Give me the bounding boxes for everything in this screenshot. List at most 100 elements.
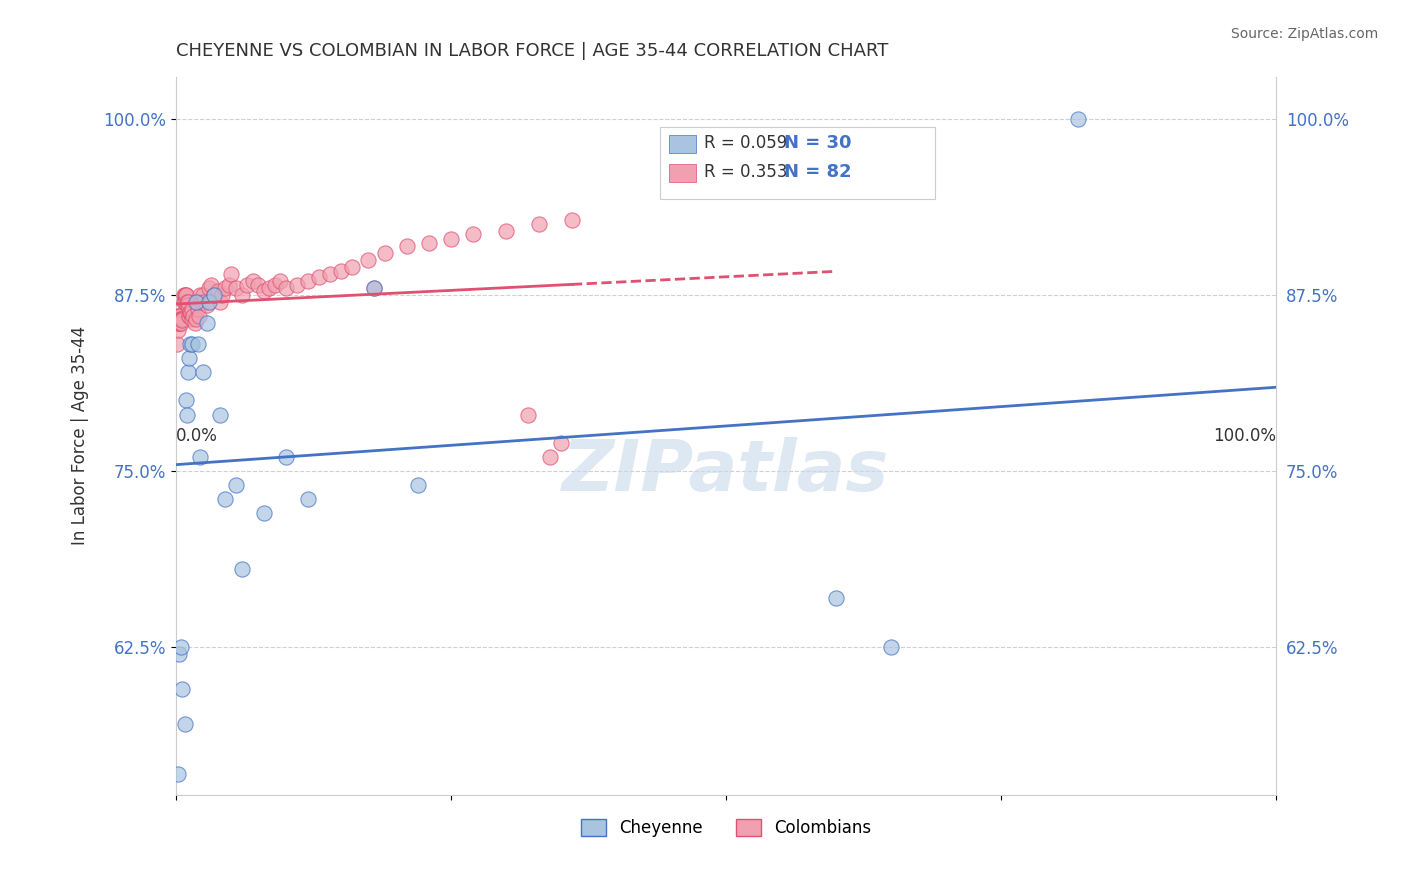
Point bbox=[264, 277, 287, 292]
Text: ZIPatlas: ZIPatlas bbox=[562, 437, 890, 506]
Point bbox=[167, 316, 190, 330]
Point bbox=[211, 288, 233, 302]
Point bbox=[208, 408, 231, 422]
Point bbox=[190, 294, 212, 309]
Point bbox=[274, 450, 297, 464]
Point bbox=[188, 309, 211, 323]
Text: Source: ZipAtlas.com: Source: ZipAtlas.com bbox=[1230, 27, 1378, 41]
Legend: Cheyenne, Colombians: Cheyenne, Colombians bbox=[574, 813, 877, 844]
Text: N = 82: N = 82 bbox=[785, 163, 852, 181]
Point bbox=[177, 309, 200, 323]
Point bbox=[169, 311, 191, 326]
Point bbox=[179, 306, 201, 320]
Text: R = 0.059: R = 0.059 bbox=[704, 135, 787, 153]
Point bbox=[329, 264, 352, 278]
Point bbox=[170, 313, 193, 327]
Point bbox=[259, 281, 281, 295]
Point bbox=[184, 294, 207, 309]
Point bbox=[297, 491, 319, 506]
Point bbox=[418, 235, 440, 250]
Point bbox=[173, 294, 195, 309]
Point bbox=[214, 281, 236, 295]
Point bbox=[527, 218, 550, 232]
Point bbox=[188, 450, 211, 464]
Point bbox=[219, 267, 242, 281]
Point bbox=[195, 298, 218, 312]
Point bbox=[195, 316, 218, 330]
Point bbox=[825, 591, 848, 605]
Text: CHEYENNE VS COLOMBIAN IN LABOR FORCE | AGE 35-44 CORRELATION CHART: CHEYENNE VS COLOMBIAN IN LABOR FORCE | A… bbox=[176, 42, 889, 60]
Point bbox=[167, 316, 190, 330]
Text: R = 0.353: R = 0.353 bbox=[704, 163, 787, 181]
Point bbox=[181, 311, 204, 326]
Point bbox=[167, 309, 190, 323]
Point bbox=[208, 294, 231, 309]
Point bbox=[167, 316, 190, 330]
Point bbox=[188, 288, 211, 302]
Point bbox=[170, 311, 193, 326]
Point bbox=[561, 213, 583, 227]
Bar bbox=[669, 164, 696, 182]
Point bbox=[198, 281, 221, 295]
Point bbox=[170, 640, 193, 654]
Point bbox=[173, 288, 195, 302]
Point bbox=[253, 506, 276, 520]
Point bbox=[169, 316, 191, 330]
Point bbox=[214, 491, 236, 506]
Point bbox=[274, 281, 297, 295]
Point bbox=[177, 298, 200, 312]
Point bbox=[169, 309, 191, 323]
Point bbox=[516, 408, 538, 422]
Point bbox=[167, 647, 190, 661]
Point bbox=[202, 288, 225, 302]
Point bbox=[187, 301, 209, 316]
Point bbox=[176, 298, 198, 312]
Point bbox=[297, 274, 319, 288]
Point bbox=[207, 284, 229, 298]
Point bbox=[193, 288, 215, 302]
Point bbox=[231, 288, 253, 302]
Point bbox=[319, 267, 342, 281]
FancyBboxPatch shape bbox=[659, 127, 935, 199]
Point bbox=[181, 301, 204, 316]
Point bbox=[357, 252, 380, 267]
Point bbox=[183, 316, 205, 330]
Point bbox=[166, 316, 188, 330]
Point bbox=[495, 225, 517, 239]
Point bbox=[172, 682, 194, 697]
Point bbox=[461, 227, 484, 242]
Point bbox=[184, 311, 207, 326]
Point bbox=[247, 277, 270, 292]
Point bbox=[269, 274, 291, 288]
Point bbox=[177, 294, 200, 309]
Point bbox=[186, 294, 208, 309]
Point bbox=[177, 309, 200, 323]
Point bbox=[174, 288, 197, 302]
Point bbox=[167, 309, 190, 323]
Point bbox=[880, 640, 903, 654]
Point bbox=[538, 450, 561, 464]
Point bbox=[177, 365, 200, 379]
Point bbox=[550, 435, 572, 450]
Text: N = 30: N = 30 bbox=[785, 135, 852, 153]
Point bbox=[187, 337, 209, 351]
Point bbox=[395, 238, 418, 252]
Point bbox=[172, 311, 194, 326]
Text: 0.0%: 0.0% bbox=[176, 427, 218, 445]
Point bbox=[340, 260, 363, 274]
Point bbox=[177, 351, 200, 366]
Point bbox=[1067, 112, 1090, 126]
Point bbox=[172, 313, 194, 327]
Point bbox=[374, 245, 396, 260]
Point bbox=[198, 294, 221, 309]
Point bbox=[176, 408, 198, 422]
Point bbox=[225, 478, 247, 492]
Point bbox=[173, 294, 195, 309]
Point bbox=[200, 277, 222, 292]
Point bbox=[225, 281, 247, 295]
Point bbox=[236, 277, 259, 292]
Point bbox=[176, 294, 198, 309]
Bar bbox=[669, 136, 696, 153]
Point bbox=[167, 323, 190, 337]
Point bbox=[181, 337, 204, 351]
